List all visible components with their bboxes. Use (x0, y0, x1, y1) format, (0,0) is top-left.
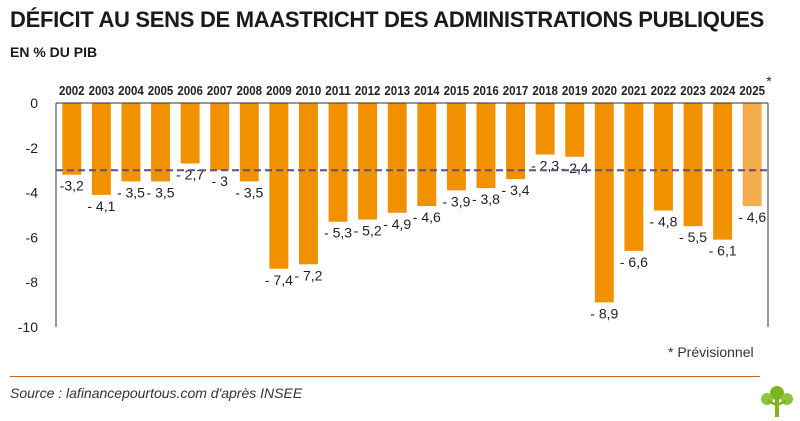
data-label: - 6,1 (709, 243, 737, 259)
data-label: - 3,5 (147, 184, 175, 200)
data-label: - 3,8 (472, 191, 500, 207)
forecast-asterisk: * (766, 73, 772, 89)
y-tick-label: -4 (26, 185, 39, 201)
bar (565, 103, 585, 157)
x-tick-label: 2013 (384, 83, 410, 98)
bar (446, 103, 466, 191)
bar (417, 103, 437, 207)
data-label: - 4,6 (413, 209, 441, 225)
bar (328, 103, 348, 222)
x-tick-label: 2023 (680, 83, 706, 98)
x-tick-label: 2010 (296, 83, 322, 98)
x-tick-label: 2008 (237, 83, 263, 98)
chart-subtitle: EN % DU PIB (10, 44, 98, 60)
bar (476, 103, 496, 189)
x-tick-label: 2020 (592, 83, 618, 98)
x-tick-label: 2016 (473, 83, 499, 98)
x-tick-label: 2022 (651, 83, 677, 98)
bar (594, 103, 614, 303)
x-tick-label: 2005 (148, 83, 174, 98)
x-tick-label: 2019 (562, 83, 588, 98)
bar (535, 103, 555, 155)
x-tick-label: 2003 (89, 83, 115, 98)
x-tick-label: 2002 (59, 83, 85, 98)
x-tick-label: 2014 (414, 83, 440, 98)
bar (91, 103, 111, 195)
forecast-footnote: * Prévisionnel (668, 344, 754, 360)
data-label: - 3 (212, 173, 229, 189)
data-label: - 3,5 (235, 184, 263, 200)
x-tick-label: 2006 (177, 83, 203, 98)
source-note: Source : lafinancepourtous.com d'après I… (10, 385, 303, 401)
bar (210, 103, 230, 171)
tree-logo-icon (761, 386, 793, 417)
y-tick-label: -2 (26, 140, 39, 156)
data-label: - 2,4 (561, 160, 589, 176)
x-tick-label: 2018 (532, 83, 558, 98)
x-tick-label: 2017 (503, 83, 529, 98)
x-tick-label: 2011 (325, 83, 351, 98)
bar (62, 103, 82, 175)
chart-title: DÉFICIT AU SENS DE MAASTRICHT DES ADMINI… (10, 7, 764, 32)
bar (683, 103, 703, 227)
x-tick-label: 2025 (739, 83, 765, 98)
data-label: - 4,1 (87, 198, 115, 214)
y-tick-label: -8 (26, 274, 39, 290)
data-label: - 5,5 (679, 229, 707, 245)
data-label: - 7,2 (294, 267, 322, 283)
bar (239, 103, 259, 182)
x-tick-label: 2004 (118, 83, 144, 98)
data-label: - 8,9 (590, 305, 618, 321)
x-tick-label: 2007 (207, 83, 233, 98)
bar (624, 103, 644, 251)
x-tick-label: 2021 (621, 83, 647, 98)
data-label: - 4,6 (738, 209, 766, 225)
data-label: - 7,4 (265, 272, 293, 288)
y-tick-label: -6 (26, 229, 39, 245)
data-label: - 4,8 (649, 214, 677, 230)
bar (269, 103, 289, 269)
x-tick-label: 2009 (266, 83, 292, 98)
bar (121, 103, 141, 182)
y-tick-label: -10 (18, 319, 38, 335)
data-label: - 5,3 (324, 225, 352, 241)
footer-divider (10, 376, 760, 377)
bar (298, 103, 318, 265)
bar (713, 103, 733, 240)
bar (653, 103, 673, 211)
x-tick-label: 2024 (710, 83, 736, 98)
bar (151, 103, 171, 182)
data-label: - 4,9 (383, 216, 411, 232)
x-tick-label: 2012 (355, 83, 381, 98)
bar (506, 103, 526, 180)
bar (180, 103, 200, 164)
bar (358, 103, 378, 220)
data-label: - 3,4 (502, 182, 530, 198)
data-label: - 3,9 (442, 193, 470, 209)
bar (742, 103, 762, 207)
y-tick-label: 0 (30, 95, 38, 111)
data-label: - 2,7 (176, 166, 204, 182)
data-label: - 3,5 (117, 184, 145, 200)
x-tick-label: 2015 (444, 83, 470, 98)
data-label: - 5,2 (354, 222, 382, 238)
data-label: -3,2 (60, 178, 84, 194)
bar (387, 103, 407, 213)
data-label: - 6,6 (620, 254, 648, 270)
